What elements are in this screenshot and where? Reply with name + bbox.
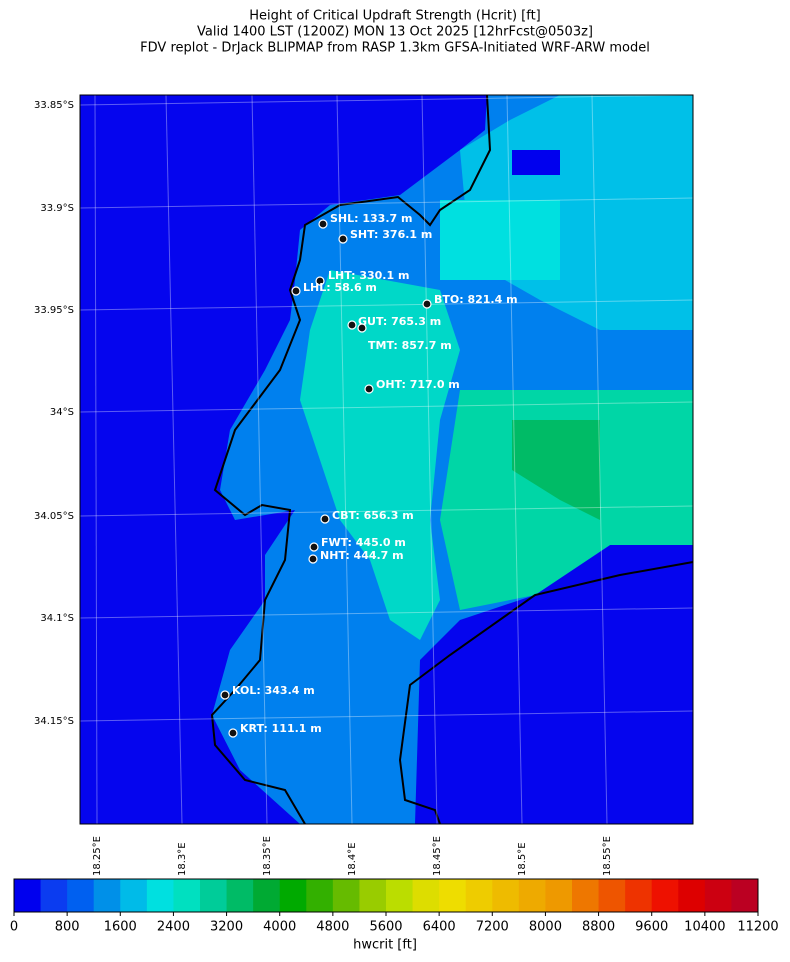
station-marker [318, 219, 328, 229]
colorbar-tick-label: 8800 [582, 920, 615, 935]
colorbar-segment [332, 879, 360, 912]
map-area [79, 94, 694, 825]
colorbar-segment [306, 879, 334, 912]
station-label: OHT: 717.0 m [376, 378, 460, 391]
colorbar-segment [279, 879, 307, 912]
station-label: KRT: 111.1 m [240, 722, 322, 735]
lon-label: 18.3°E [177, 842, 188, 876]
lon-label: 18.45°E [432, 836, 443, 876]
colorbar-segment [120, 879, 148, 912]
station-marker [320, 514, 330, 524]
colorbar-segment [253, 879, 281, 912]
station-marker [315, 276, 325, 286]
colorbar-segment [14, 879, 42, 912]
colorbar-segment [173, 879, 201, 912]
colorbar-segment [545, 879, 573, 912]
colorbar-tick-label: 1600 [104, 920, 137, 935]
station-label: SHT: 376.1 m [350, 228, 432, 241]
station-label: SHL: 133.7 m [330, 212, 412, 225]
colorbar-tick-label: 3200 [210, 920, 243, 935]
colorbar-tick-label: 5600 [369, 920, 402, 935]
coastline [210, 94, 694, 825]
colorbar-segment [625, 879, 653, 912]
station-marker [228, 728, 238, 738]
lat-label: 33.85°S [34, 100, 74, 111]
title-line: Height of Critical Updraft Strength (Hcr… [249, 9, 540, 24]
colorbar-segment [492, 879, 520, 912]
colorbar-segment [200, 879, 228, 912]
graticule [79, 94, 694, 825]
field-teal [300, 270, 460, 640]
colorbar-segment [386, 879, 414, 912]
colorbar-segment [412, 879, 440, 912]
colorbar-segment [465, 879, 493, 912]
colorbar-segment [146, 879, 174, 912]
colorbar-tick-label: 4000 [263, 920, 296, 935]
colorbar-tick-label: 10400 [684, 920, 725, 935]
station-marker [308, 554, 318, 564]
station-marker [291, 286, 301, 296]
station-label: LHT: 330.1 m [328, 269, 409, 282]
colorbar-segment [731, 879, 759, 912]
lat-label: 34.15°S [34, 716, 74, 727]
colorbar-tick-label: 9600 [635, 920, 668, 935]
station-marker [347, 320, 357, 330]
field-darkgreen [512, 420, 600, 520]
station-label: TMT: 857.7 m [368, 339, 452, 352]
lon-label: 18.4°E [347, 842, 358, 876]
colorbar-segment [67, 879, 95, 912]
station-marker [357, 323, 367, 333]
colorbar-tick-label: 0 [10, 920, 18, 935]
lat-label: 34°S [50, 407, 74, 418]
station-marker [364, 384, 374, 394]
station-marker [338, 234, 348, 244]
colorbar-tick-label: 2400 [157, 920, 190, 935]
lat-label: 34.05°S [34, 511, 74, 522]
colorbar-tick-label: 4800 [316, 920, 349, 935]
title-line: Valid 1400 LST (1200Z) MON 13 Oct 2025 [… [197, 25, 593, 40]
colorbar-label: hwcrit [ft] [353, 938, 417, 953]
colorbar-segment [598, 879, 626, 912]
colorbar-segment [704, 879, 732, 912]
colorbar-segment [93, 879, 121, 912]
station-marker [422, 299, 432, 309]
lon-label: 18.55°E [602, 836, 613, 876]
station-label: GUT: 765.3 m [358, 315, 441, 328]
colorbar-segment [518, 879, 546, 912]
colorbar-tick-label: 8000 [529, 920, 562, 935]
colorbar-segment [359, 879, 387, 912]
colorbar-tick-label: 800 [55, 920, 80, 935]
lon-label: 18.5°E [517, 842, 528, 876]
station-label: CBT: 656.3 m [332, 509, 414, 522]
station-label: BTO: 821.4 m [434, 293, 518, 306]
field-aqua [440, 200, 560, 280]
lon-label: 18.35°E [262, 836, 273, 876]
lat-label: 33.9°S [40, 203, 74, 214]
title-line: FDV replot - DrJack BLIPMAP from RASP 1.… [140, 41, 650, 56]
colorbar-tick-label: 11200 [737, 920, 778, 935]
map-frame [79, 94, 694, 825]
station-label: KOL: 343.4 m [232, 684, 315, 697]
colorbar-segment [651, 879, 679, 912]
colorbar-segment [226, 879, 254, 912]
field-blue [512, 150, 560, 175]
colorbar-tick-label: 6400 [423, 920, 456, 935]
station-marker [220, 690, 230, 700]
station-label: NHT: 444.7 m [320, 549, 404, 562]
lat-label: 34.1°S [40, 613, 74, 624]
lon-label: 18.25°E [92, 836, 103, 876]
station-label: FWT: 445.0 m [321, 536, 406, 549]
lat-label: 33.95°S [34, 305, 74, 316]
colorbar-segment [40, 879, 68, 912]
colorbar-tick-label: 7200 [476, 920, 509, 935]
colorbar-segment [572, 879, 600, 912]
station-label: LHL: 58.6 m [303, 281, 377, 294]
colorbar-segment [439, 879, 467, 912]
station-marker [309, 542, 319, 552]
colorbar-segment [678, 879, 706, 912]
annotations: 33.85°S 33.9°S 33.95°S 34°S 34.05°S 34.1°S 34.… [10, 100, 779, 935]
